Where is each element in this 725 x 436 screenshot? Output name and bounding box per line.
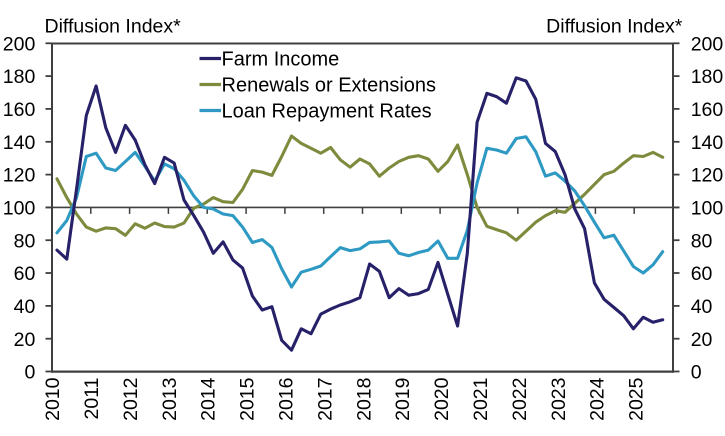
svg-text:2013: 2013: [159, 378, 181, 421]
svg-text:60: 60: [691, 263, 713, 285]
svg-text:160: 160: [3, 99, 36, 121]
svg-text:20: 20: [691, 329, 713, 351]
svg-text:0: 0: [24, 362, 35, 384]
svg-text:140: 140: [3, 132, 36, 154]
svg-text:120: 120: [3, 165, 36, 187]
svg-text:80: 80: [14, 230, 36, 252]
svg-text:140: 140: [691, 132, 724, 154]
svg-text:180: 180: [3, 66, 36, 88]
svg-text:2017: 2017: [314, 378, 336, 421]
svg-text:80: 80: [691, 230, 713, 252]
svg-text:Renewals or Extensions: Renewals or Extensions: [222, 74, 437, 96]
svg-text:Diffusion Index*: Diffusion Index*: [45, 16, 182, 38]
svg-text:2019: 2019: [392, 378, 414, 421]
svg-text:2018: 2018: [353, 378, 375, 421]
svg-text:60: 60: [14, 263, 36, 285]
svg-text:2016: 2016: [276, 378, 298, 421]
svg-text:100: 100: [3, 198, 36, 220]
svg-text:Loan Repayment Rates: Loan Repayment Rates: [222, 100, 432, 122]
svg-text:0: 0: [691, 362, 702, 384]
svg-text:200: 200: [691, 33, 724, 55]
svg-text:20: 20: [14, 329, 36, 351]
svg-text:100: 100: [691, 198, 724, 220]
svg-text:2020: 2020: [431, 377, 453, 421]
svg-text:2021: 2021: [470, 378, 492, 421]
svg-text:180: 180: [691, 66, 724, 88]
svg-text:Diffusion Index*: Diffusion Index*: [546, 16, 683, 38]
svg-text:2024: 2024: [587, 377, 609, 421]
svg-text:2023: 2023: [548, 378, 570, 421]
svg-text:40: 40: [14, 296, 36, 318]
svg-text:2011: 2011: [81, 378, 103, 420]
svg-text:40: 40: [691, 296, 713, 318]
svg-text:120: 120: [691, 165, 724, 187]
svg-text:200: 200: [3, 33, 36, 55]
svg-text:160: 160: [691, 99, 724, 121]
svg-text:2014: 2014: [198, 377, 220, 421]
svg-text:2022: 2022: [509, 378, 531, 421]
svg-text:2012: 2012: [120, 378, 142, 421]
svg-text:2010: 2010: [42, 377, 64, 421]
svg-text:2025: 2025: [626, 377, 648, 421]
svg-text:Farm Income: Farm Income: [222, 48, 340, 70]
svg-text:2015: 2015: [237, 377, 259, 421]
